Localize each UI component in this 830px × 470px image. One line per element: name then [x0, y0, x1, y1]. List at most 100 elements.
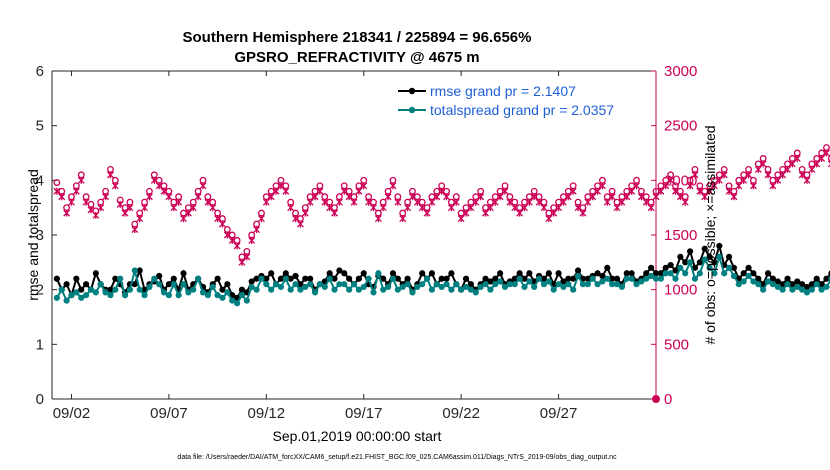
rmse-point — [745, 264, 752, 271]
rmse-point — [706, 253, 713, 260]
totalspread-point — [677, 264, 684, 271]
rmse-point — [292, 272, 299, 280]
rmse-point — [428, 270, 436, 277]
obs-assimilated-point — [136, 215, 144, 223]
totalspread-point — [574, 272, 582, 280]
obs-assimilated-point — [408, 193, 416, 201]
obs-assimilated-point — [438, 187, 446, 195]
rmse-point — [467, 281, 475, 288]
obs-assimilated-point — [506, 198, 514, 206]
obs-assimilated-point — [662, 182, 670, 190]
obs-possible-point — [374, 209, 382, 217]
totalspread-point — [346, 286, 353, 293]
obs-assimilated-point — [223, 231, 231, 239]
rmse-point — [82, 281, 90, 288]
obs-possible-point — [428, 193, 436, 201]
obs-assimilated-point — [535, 198, 543, 206]
totalspread-point — [423, 275, 431, 282]
totalspread-point — [297, 286, 304, 293]
obs-assimilated-point — [618, 198, 626, 206]
obs-possible-point — [253, 220, 261, 228]
obs-possible-point — [233, 237, 241, 244]
rmse-point — [268, 270, 275, 277]
totalspread-point — [311, 289, 319, 296]
totalspread-point — [438, 283, 445, 291]
totalspread-point — [326, 275, 333, 282]
obs-assimilated-point — [399, 215, 407, 223]
totalspread-point — [331, 286, 338, 293]
totalspread-point — [224, 289, 231, 296]
totalspread-point — [813, 281, 820, 288]
obs-assimilated-point — [365, 198, 373, 206]
obs-possible-point — [180, 209, 187, 217]
obs-possible-point — [277, 176, 285, 184]
obs-possible-point — [384, 187, 392, 195]
chart-subtitle: GPSRO_REFRACTIVITY @ 4675 m — [234, 49, 479, 66]
y-left-tick-label: 1 — [36, 336, 44, 353]
totalspread-point — [497, 278, 504, 285]
totalspread-point — [458, 286, 465, 293]
obs-possible-point — [72, 182, 80, 190]
legend-totalspread-marker — [408, 106, 416, 114]
obs-possible-point — [530, 187, 538, 195]
rmse-point — [92, 270, 99, 277]
obs-assimilated-point — [457, 215, 465, 223]
obs-assimilated-point — [292, 215, 300, 223]
rmse-point — [725, 253, 733, 260]
obs-possible-point — [511, 198, 519, 206]
totalspread-point — [121, 292, 129, 299]
totalspread-point — [253, 286, 260, 293]
obs-possible-point — [165, 187, 173, 195]
obs-assimilated-point — [160, 187, 168, 195]
obs-possible-point — [267, 187, 275, 195]
obs-possible-point — [550, 204, 558, 212]
obs-possible-point — [501, 182, 509, 190]
totalspread-point — [716, 253, 723, 260]
totalspread-point — [248, 283, 255, 291]
obs-assimilated-point — [141, 204, 149, 212]
obs-possible-point — [555, 198, 563, 206]
obs-assimilated-point — [574, 204, 582, 212]
totalspread-point — [321, 283, 328, 291]
totalspread-point — [58, 286, 65, 293]
obs-assimilated-point — [749, 182, 757, 190]
rmse-point — [482, 275, 489, 282]
totalspread-point — [686, 259, 694, 266]
obs-possible-point — [141, 198, 148, 206]
obs-assimilated-point — [730, 193, 738, 201]
obs-possible-point — [184, 204, 192, 212]
totalspread-point — [682, 270, 689, 277]
obs-assimilated-point — [511, 204, 519, 212]
obs-assimilated-point — [589, 193, 597, 201]
obs-assimilated-point — [482, 209, 489, 217]
obs-assimilated-point — [472, 198, 480, 206]
y-right-tick-label: 3000 — [664, 63, 697, 80]
obs-assimilated-point — [272, 187, 280, 195]
obs-possible-point — [740, 171, 748, 179]
obs-possible-point — [150, 171, 158, 179]
obs-possible-point — [725, 182, 733, 190]
rmse-point — [628, 270, 635, 277]
totalspread-point — [531, 283, 538, 291]
totalspread-point — [545, 278, 552, 285]
plot-marks — [53, 144, 830, 403]
obs-assimilated-point — [370, 204, 377, 212]
obs-assimilated-point — [657, 187, 665, 195]
obs-assimilated-point — [667, 176, 675, 184]
rmse-point — [78, 286, 85, 293]
obs-possible-point — [194, 187, 202, 195]
obs-assimilated-point — [170, 204, 178, 212]
obs-assimilated-point — [788, 160, 796, 168]
rmse-point — [613, 275, 621, 282]
totalspread-point — [126, 286, 134, 293]
obs-assimilated-point — [243, 253, 251, 261]
obs-assimilated-point — [97, 204, 105, 212]
obs-possible-point — [433, 187, 441, 195]
obs-possible-point — [68, 193, 75, 201]
obs-possible-point — [345, 187, 353, 195]
y-right-tick-label: 1000 — [664, 282, 697, 299]
totalspread-point — [594, 281, 601, 288]
rmse-point — [224, 281, 231, 288]
obs-possible-point — [657, 182, 665, 190]
